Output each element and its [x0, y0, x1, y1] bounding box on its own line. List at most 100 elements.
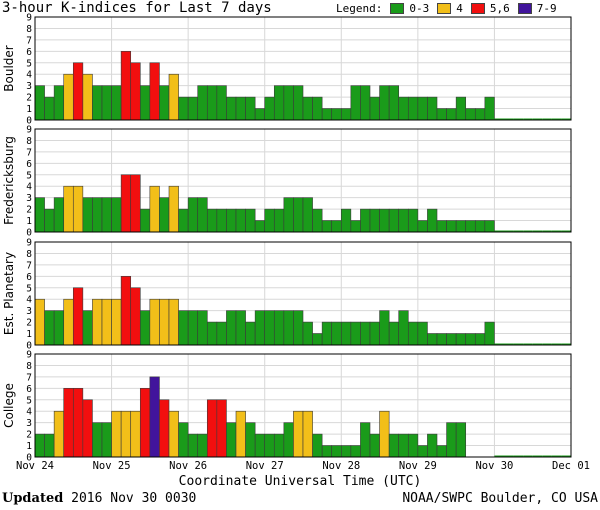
k-index-bar [63, 298, 74, 346]
k-index-bar [92, 298, 103, 346]
k-index-bar [120, 51, 132, 121]
k-index-bar [312, 96, 323, 121]
k-index-bar [245, 321, 256, 346]
k-index-bar [474, 333, 486, 346]
k-index-bar [446, 108, 457, 121]
y-tick-label: 5 [26, 58, 32, 69]
k-index-bar [484, 321, 495, 346]
empty-bin-bar [494, 230, 504, 232]
k-index-bar [92, 85, 103, 121]
k-index-bar [178, 422, 189, 458]
k-index-bar [187, 433, 199, 458]
k-index-bar [120, 174, 132, 233]
legend-swatch-yellow [437, 3, 452, 14]
x-tick-label: Nov 28 [322, 460, 360, 470]
k-index-bar [417, 220, 428, 233]
k-index-bar [484, 220, 495, 233]
legend-label: Legend: [336, 2, 383, 15]
k-index-bar [350, 220, 361, 233]
panel-label: Boulder [2, 45, 16, 92]
k-index-bar [465, 333, 476, 346]
k-index-bar [197, 197, 208, 233]
y-tick-label: 3 [26, 81, 32, 92]
empty-bin-bar [513, 230, 524, 232]
y-tick-label: 7 [26, 147, 32, 158]
k-index-bar [264, 310, 275, 346]
y-tick-label: 0 [26, 228, 32, 239]
y-tick-label: 4 [26, 295, 32, 306]
k-index-bar [331, 220, 342, 233]
x-tick-label: Nov 30 [475, 460, 513, 470]
empty-bin-bar [504, 455, 514, 457]
k-index-bar [187, 96, 199, 121]
empty-bin-bar [561, 118, 571, 120]
k-index-bar [465, 108, 476, 121]
y-tick-label: 8 [26, 136, 32, 147]
k-index-bar [398, 310, 409, 346]
k-index-bar [206, 399, 218, 458]
k-index-bar [379, 310, 390, 346]
k-index-bar [216, 399, 227, 458]
k-index-bar [398, 208, 409, 233]
k-index-bar [407, 208, 419, 233]
y-tick-label: 2 [26, 93, 32, 104]
k-index-bar [302, 321, 313, 346]
k-index-bar [360, 321, 371, 346]
k-index-bar [360, 85, 371, 121]
y-tick-label: 2 [26, 430, 32, 441]
y-tick-label: 3 [26, 418, 32, 429]
k-index-bar [130, 287, 141, 346]
k-index-bar [226, 208, 237, 233]
y-tick-label: 5 [26, 395, 32, 406]
panel-frame [34, 353, 572, 458]
k-index-bar [197, 433, 208, 458]
empty-bin-bar [561, 230, 571, 232]
empty-bin-bar [542, 455, 552, 457]
k-index-bar [63, 73, 74, 121]
y-tick-label: 7 [26, 372, 32, 383]
k-index-bar [273, 85, 285, 121]
k-index-bar [407, 96, 419, 121]
panel-label: College [2, 383, 16, 428]
x-tick-label: Nov 29 [399, 460, 437, 470]
k-index-bar [120, 276, 132, 346]
k-index-chart: 0123456789Boulder0123456789Fredericksbur… [2, 13, 590, 471]
empty-bin-bar [542, 230, 552, 232]
updated-label: Updated [2, 491, 64, 506]
k-index-bar [168, 185, 179, 233]
y-tick-label: 8 [26, 361, 32, 372]
k-index-bar [120, 410, 132, 458]
k-index-bar [455, 422, 467, 458]
k-index-bar [226, 96, 237, 121]
panel-frame [34, 128, 572, 233]
y-tick-label: 6 [26, 47, 32, 58]
k-index-bar [168, 73, 179, 121]
k-index-bar [235, 208, 246, 233]
k-index-bar [455, 333, 467, 346]
k-index-bar [340, 208, 352, 233]
y-tick-label: 7 [26, 35, 32, 46]
k-index-bar [63, 388, 74, 458]
k-index-bar [139, 310, 151, 346]
k-index-bar [187, 310, 199, 346]
panel-label: Est. Planetary [2, 252, 16, 335]
y-tick-label: 4 [26, 70, 32, 81]
legend-swatch-green [390, 3, 405, 14]
panel-frame [34, 16, 572, 121]
k-index-bar [436, 333, 447, 346]
k-index-bar [149, 298, 160, 346]
empty-bin-bar [494, 118, 504, 120]
k-index-bar [331, 108, 342, 121]
k-index-bar [474, 108, 486, 121]
legend-item-5-6: 5,6 [470, 2, 510, 15]
k-index-bar [178, 310, 189, 346]
empty-bin-bar [494, 343, 504, 345]
k-index-bar [44, 208, 55, 233]
k-index-bar [254, 220, 266, 233]
k-index-bar [187, 197, 199, 233]
k-index-bar [235, 310, 246, 346]
empty-bin-bar [523, 455, 533, 457]
k-index-bar [293, 85, 304, 121]
